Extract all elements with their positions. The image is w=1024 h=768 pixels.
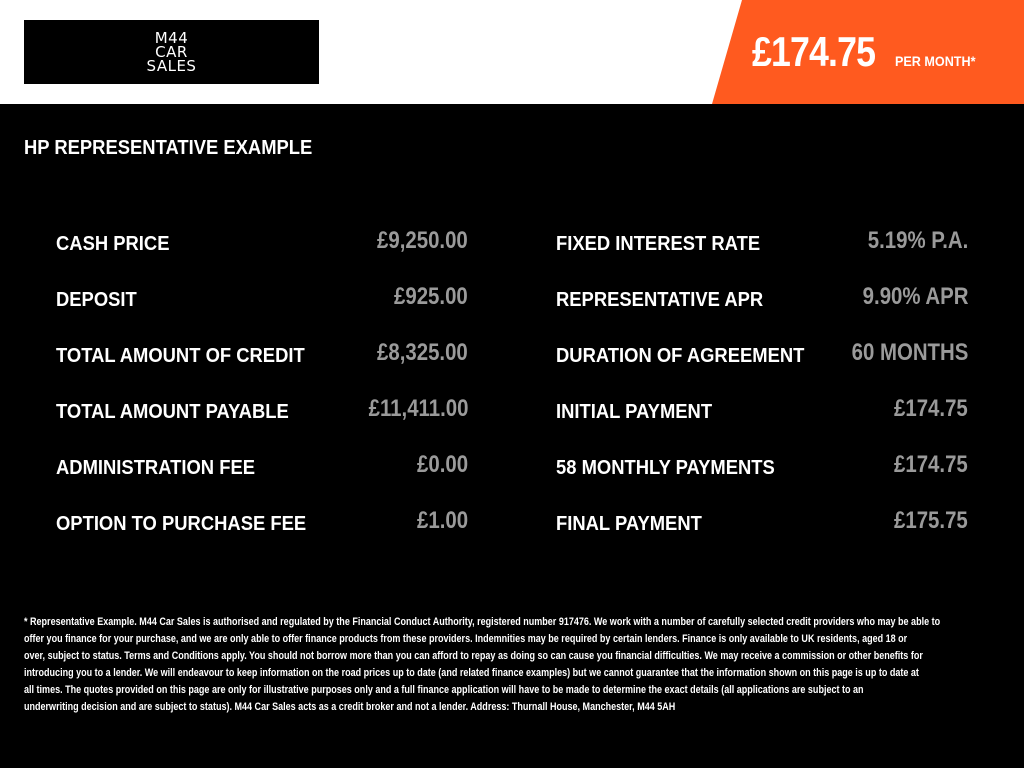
disclaimer-line: underwriting decision and are subject to…: [24, 701, 676, 713]
per-month-label: PER MONTH*: [895, 53, 976, 69]
finance-value: £175.75: [894, 507, 968, 534]
finance-label: ADMINISTRATION FEE: [56, 457, 255, 479]
finance-row: TOTAL AMOUNT PAYABLE £11,411.00: [56, 395, 468, 431]
finance-row: CASH PRICE £9,250.00: [56, 227, 468, 263]
finance-row: REPRESENTATIVE APR 9.90% APR: [556, 283, 968, 319]
finance-row: TOTAL AMOUNT OF CREDIT £8,325.00: [56, 339, 468, 375]
finance-label: TOTAL AMOUNT OF CREDIT: [56, 345, 305, 367]
disclaimer: * Representative Example. M44 Car Sales …: [24, 614, 1008, 716]
finance-label: TOTAL AMOUNT PAYABLE: [56, 401, 289, 423]
finance-value: £174.75: [894, 395, 968, 422]
logo: M44 CAR SALES: [24, 20, 319, 84]
finance-value: £174.75: [894, 451, 968, 478]
logo-text: M44 CAR SALES: [146, 29, 197, 75]
header-bar: M44 CAR SALES £174.75 PER MONTH*: [0, 0, 1024, 104]
finance-value: £925.00: [394, 283, 468, 310]
finance-label: REPRESENTATIVE APR: [556, 289, 764, 311]
finance-value: £8,325.00: [377, 339, 468, 366]
finance-row: FINAL PAYMENT £175.75: [556, 507, 968, 543]
finance-value: 60 MONTHS: [851, 339, 968, 366]
finance-label: FIXED INTEREST RATE: [556, 233, 761, 255]
finance-label: FINAL PAYMENT: [556, 513, 702, 535]
finance-row: INITIAL PAYMENT £174.75: [556, 395, 968, 431]
disclaimer-line: * Representative Example. M44 Car Sales …: [24, 616, 941, 628]
disclaimer-line: over, subject to status. Terms and Condi…: [24, 650, 923, 662]
finance-value: £11,411.00: [368, 395, 468, 422]
disclaimer-line: all times. The quotes provided on this p…: [24, 684, 864, 696]
finance-row: DURATION OF AGREEMENT 60 MONTHS: [556, 339, 968, 375]
disclaimer-line: introducing you to a lender. We will end…: [24, 667, 919, 679]
finance-row: 58 MONTHLY PAYMENTS £174.75: [556, 451, 968, 487]
finance-row: FIXED INTEREST RATE 5.19% P.A.: [556, 227, 968, 263]
finance-value: 9.90% APR: [862, 283, 968, 310]
finance-row: ADMINISTRATION FEE £0.00: [56, 451, 468, 487]
finance-label: INITIAL PAYMENT: [556, 401, 713, 423]
section-title: HP REPRESENTATIVE EXAMPLE: [24, 137, 313, 159]
finance-label: CASH PRICE: [56, 233, 170, 255]
finance-value: £1.00: [416, 507, 468, 534]
finance-label: DEPOSIT: [56, 289, 137, 311]
monthly-price-banner: [712, 0, 1024, 104]
finance-label: OPTION TO PURCHASE FEE: [56, 513, 307, 535]
finance-label: 58 MONTHLY PAYMENTS: [556, 457, 775, 479]
finance-label: DURATION OF AGREEMENT: [556, 345, 805, 367]
finance-value: 5.19% P.A.: [867, 227, 968, 254]
finance-value: £9,250.00: [377, 227, 468, 254]
finance-row: OPTION TO PURCHASE FEE £1.00: [56, 507, 468, 543]
monthly-price: £174.75: [752, 28, 876, 75]
disclaimer-line: offer you finance for your purchase, and…: [24, 633, 908, 645]
finance-value: £0.00: [416, 451, 468, 478]
finance-row: DEPOSIT £925.00: [56, 283, 468, 319]
